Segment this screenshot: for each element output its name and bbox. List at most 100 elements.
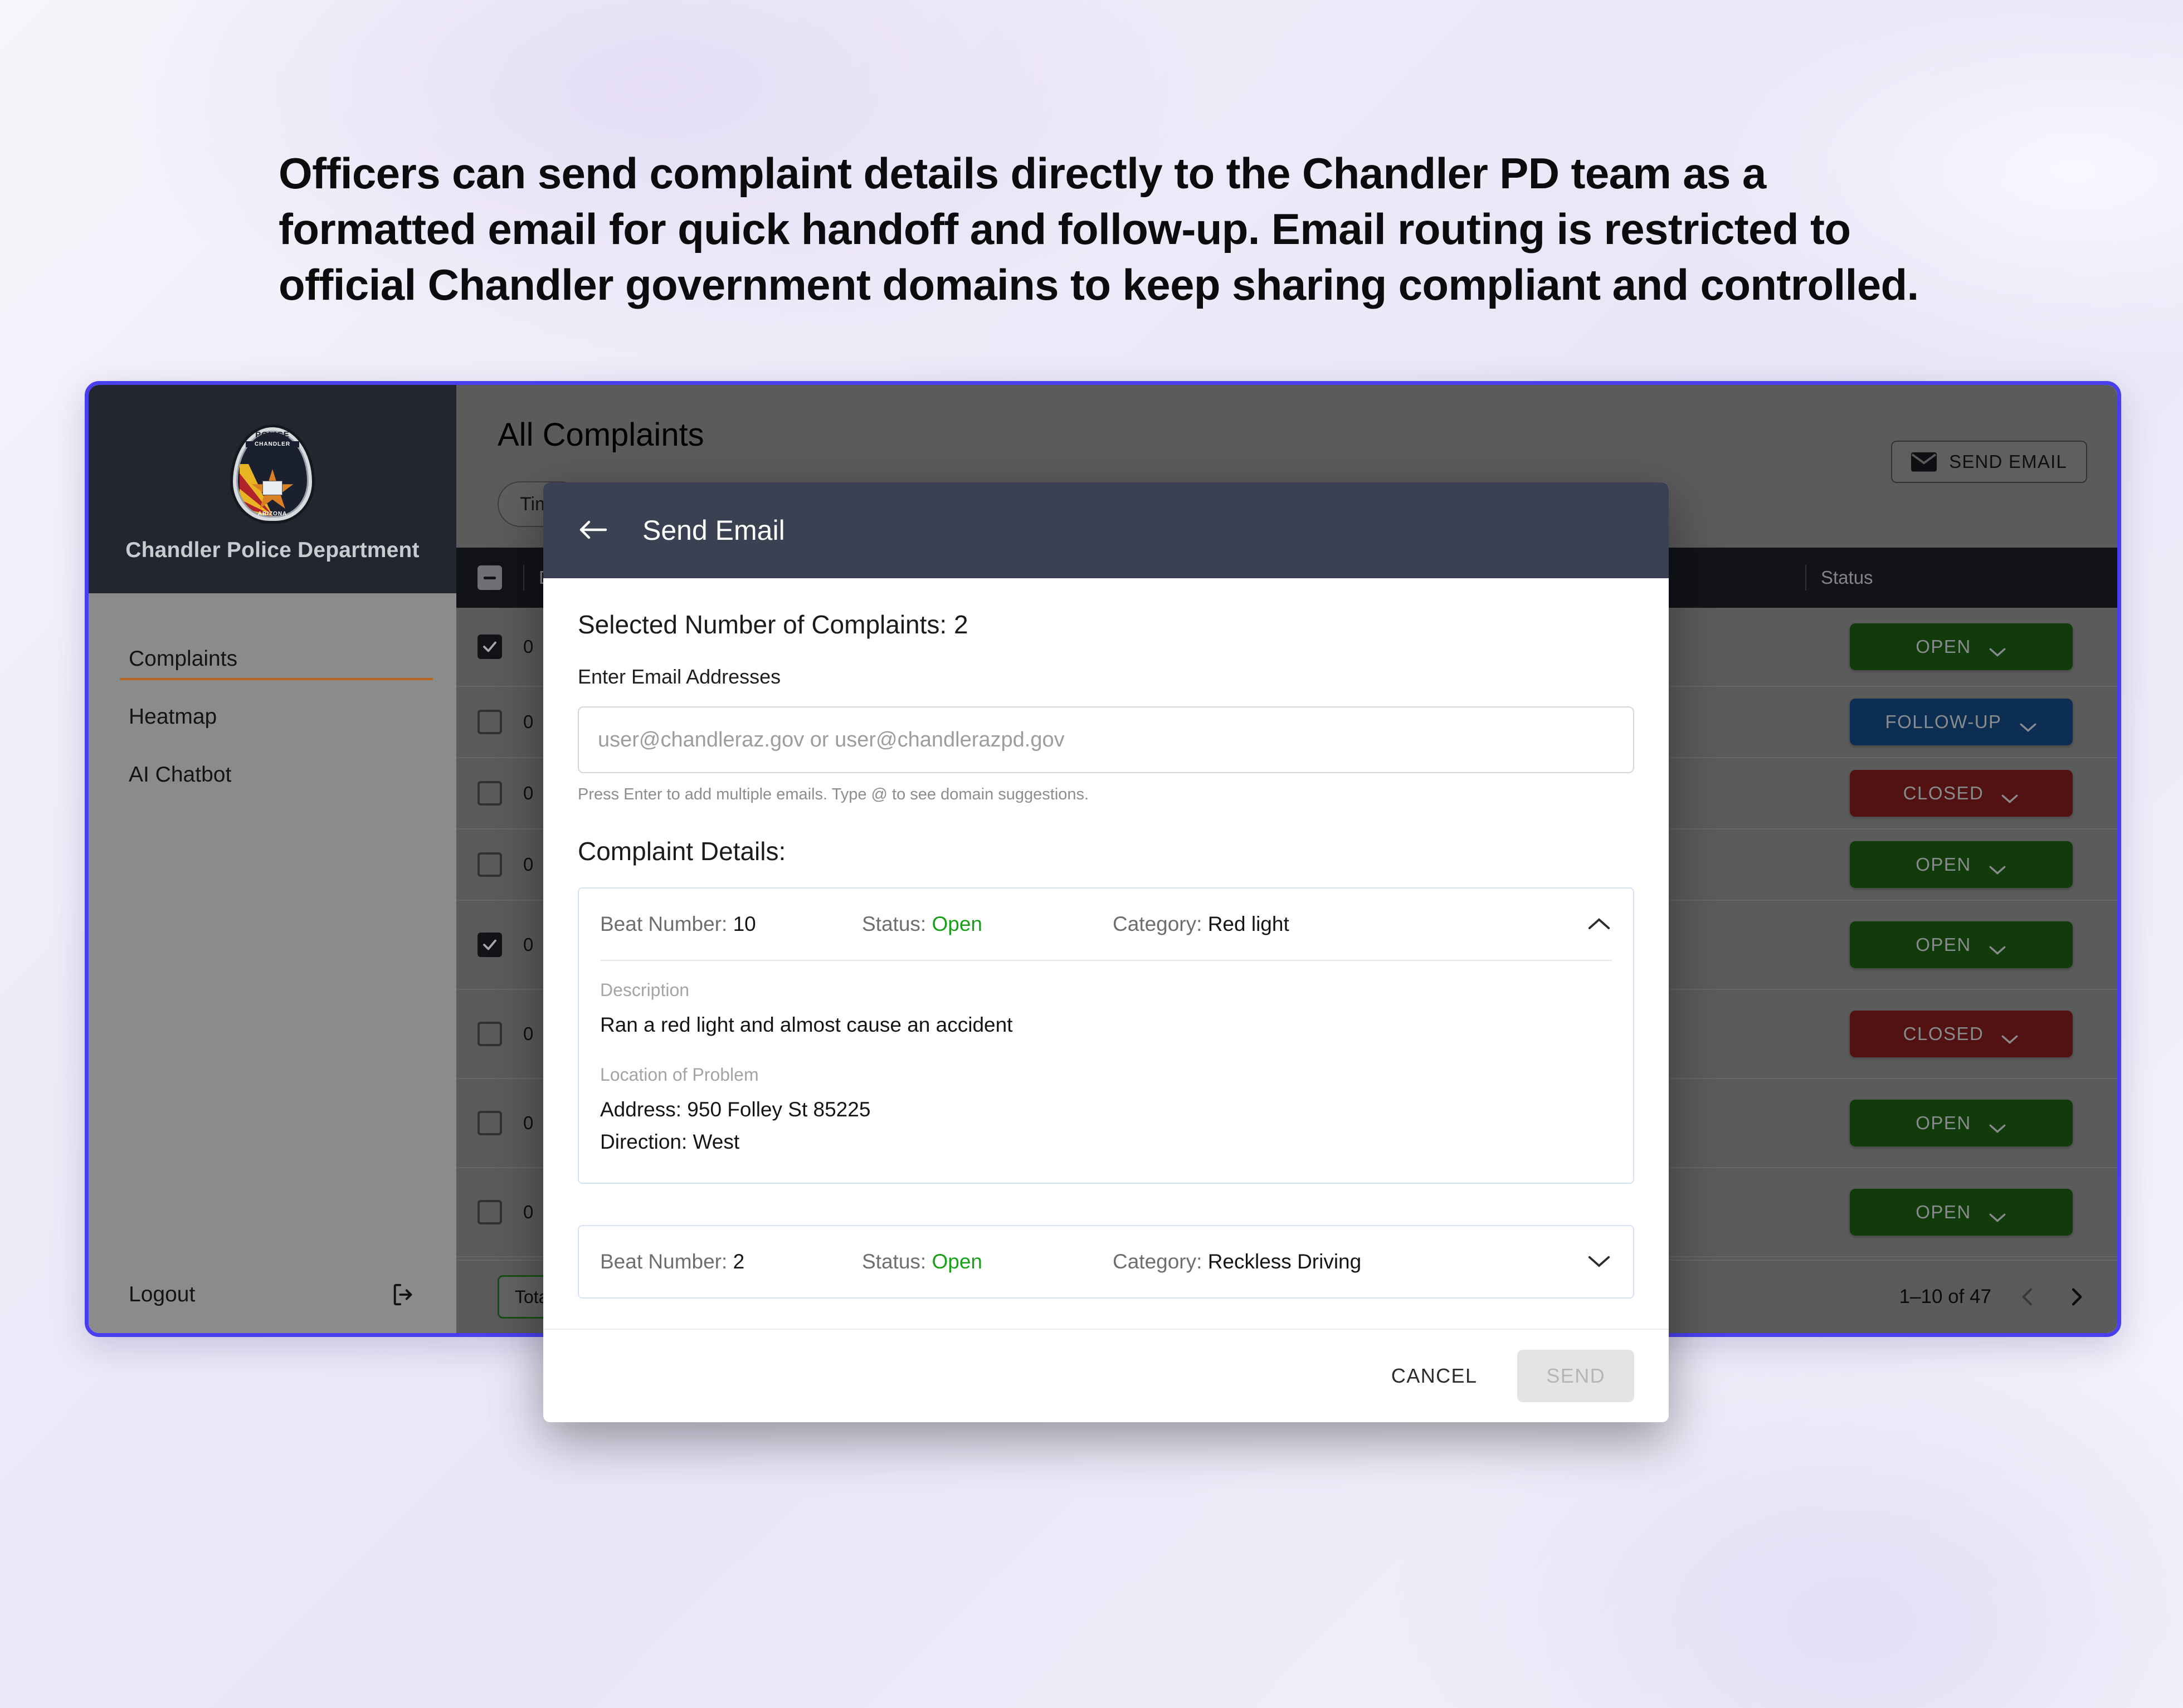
checkbox-checked-icon <box>477 635 502 659</box>
status-badge-label: OPEN <box>1916 854 1971 875</box>
row-status[interactable]: OPEN <box>1805 1189 2117 1236</box>
column-header-status-label: Status <box>1821 567 1873 588</box>
chevron-down-icon <box>1988 859 2007 875</box>
checkbox-unchecked-icon <box>477 710 502 734</box>
badge-middle-text: CHANDLER <box>246 441 299 447</box>
description-value: Ran a red light and almost cause an acci… <box>600 1013 1013 1036</box>
status-value: Open <box>932 1250 982 1273</box>
badge-bottom-text: ARIZONA <box>257 511 288 517</box>
modal-footer: CANCEL SEND <box>543 1328 1669 1422</box>
status-badge-closed[interactable]: CLOSED <box>1850 1011 2073 1057</box>
cancel-button[interactable]: CANCEL <box>1381 1351 1487 1401</box>
row-status[interactable]: OPEN <box>1805 623 2117 670</box>
sidebar-item-label: Heatmap <box>129 705 217 729</box>
status-badge-open[interactable]: OPEN <box>1850 623 2073 670</box>
checkbox-unchecked-icon <box>477 1022 502 1046</box>
table-body: 0 OPEN 0 high speed and did not give FOL… <box>456 608 2117 1260</box>
row-checkbox[interactable] <box>456 635 523 659</box>
row-checkbox[interactable] <box>456 1111 523 1135</box>
police-badge-icon: POLICE CHANDLER ARIZONA <box>230 424 315 524</box>
send-email-button[interactable]: SEND EMAIL <box>1891 441 2087 483</box>
row-date: 0 <box>523 783 534 803</box>
row-checkbox[interactable] <box>456 852 523 877</box>
modal-body: Selected Number of Complaints: 2 Enter E… <box>543 578 1669 1299</box>
status-badge-label: CLOSED <box>1903 1023 1984 1044</box>
chevron-up-icon[interactable] <box>1586 916 1612 932</box>
logout-button[interactable]: Logout <box>89 1282 456 1333</box>
row-status[interactable]: OPEN <box>1805 1100 2117 1146</box>
status-badge-follow-up[interactable]: FOLLOW-UP <box>1850 699 2073 745</box>
status-badge-open[interactable]: OPEN <box>1850 841 2073 888</box>
main-header: All Complaints Time SEND EMAIL <box>456 385 2117 548</box>
complaint-card-header[interactable]: Beat Number: 2 Status: Open Category: Re… <box>579 1226 1633 1297</box>
back-arrow-icon[interactable] <box>578 519 609 542</box>
category-label: Category: <box>1113 912 1202 935</box>
status-badge-label: CLOSED <box>1903 783 1984 803</box>
logout-icon <box>391 1282 416 1307</box>
sidebar-item-heatmap[interactable]: Heatmap <box>89 688 456 746</box>
select-all-checkbox[interactable] <box>456 565 523 590</box>
sidebar-item-complaints[interactable]: Complaints <box>89 630 456 688</box>
row-checkbox[interactable] <box>456 781 523 806</box>
direction-value: Direction: West <box>600 1130 740 1154</box>
row-date: 0 <box>523 1112 534 1133</box>
send-button[interactable]: SEND <box>1517 1349 1634 1402</box>
sidebar-item-label: AI Chatbot <box>129 763 232 787</box>
status-badge-open[interactable]: OPEN <box>1850 921 2073 968</box>
row-status[interactable]: OPEN <box>1805 841 2117 888</box>
row-checkbox[interactable] <box>456 1200 523 1224</box>
beat-number-label: Beat Number: <box>600 912 728 935</box>
complaint-category: Category: Red light <box>1113 912 1586 936</box>
status-badge-open[interactable]: OPEN <box>1850 1100 2073 1146</box>
category-value: Reckless Driving <box>1207 1250 1362 1273</box>
status-badge-label: OPEN <box>1916 1202 1971 1222</box>
next-page-icon[interactable] <box>2065 1286 2087 1308</box>
complaint-status: Status: Open <box>862 1250 1113 1273</box>
row-checkbox[interactable] <box>456 710 523 734</box>
complaint-card-body: Description Ran a red light and almost c… <box>579 961 1633 1183</box>
row-status[interactable]: FOLLOW-UP <box>1805 699 2117 745</box>
row-date: 0 <box>523 934 534 955</box>
status-value: Open <box>932 912 982 935</box>
complaint-beat: Beat Number: 10 <box>600 912 862 936</box>
send-email-modal: Send Email Selected Number of Complaints… <box>543 482 1669 1422</box>
checkbox-unchecked-icon <box>477 1200 502 1224</box>
row-checkbox[interactable] <box>456 933 523 957</box>
checkbox-checked-icon <box>477 933 502 957</box>
card-divider <box>600 960 1612 961</box>
complaint-card: Beat Number: 10 Status: Open Category: R… <box>578 887 1634 1184</box>
sidebar-item-ai-chatbot[interactable]: AI Chatbot <box>89 746 456 804</box>
column-header-status[interactable]: Status <box>1805 565 2117 591</box>
row-date: 0 <box>523 854 534 875</box>
selected-complaints-count: Selected Number of Complaints: 2 <box>578 610 968 639</box>
mail-icon <box>1911 452 1937 472</box>
row-status[interactable]: OPEN <box>1805 921 2117 968</box>
chevron-down-icon <box>1988 1117 2007 1134</box>
chevron-down-icon <box>1988 1207 2007 1223</box>
pagination-range: 1–10 of 47 <box>1899 1286 1991 1307</box>
row-date: 0 <box>523 1023 534 1044</box>
row-status[interactable]: CLOSED <box>1805 770 2117 817</box>
status-label: Status: <box>862 1250 927 1273</box>
checkbox-unchecked-icon <box>477 852 502 877</box>
sidebar-nav: Complaints Heatmap AI Chatbot <box>89 593 456 1282</box>
email-input[interactable]: user@chandleraz.gov or user@chandlerazpd… <box>578 706 1634 773</box>
chevron-down-icon[interactable] <box>1586 1254 1612 1270</box>
modal-title: Send Email <box>642 515 785 546</box>
chevron-down-icon <box>1988 939 2007 955</box>
complaint-card-header[interactable]: Beat Number: 10 Status: Open Category: R… <box>579 889 1633 960</box>
category-value: Red light <box>1207 912 1289 935</box>
status-badge-label: OPEN <box>1916 636 1971 657</box>
status-badge-open[interactable]: OPEN <box>1850 1189 2073 1236</box>
chevron-down-icon <box>2019 716 2038 733</box>
checkbox-unchecked-icon <box>477 781 502 806</box>
pagination: 1–10 of 47 <box>1899 1286 2087 1308</box>
category-label: Category: <box>1113 1250 1202 1273</box>
location-label: Location of Problem <box>600 1064 759 1085</box>
row-checkbox[interactable] <box>456 1022 523 1046</box>
checkbox-indeterminate-icon <box>477 565 502 590</box>
chevron-down-icon <box>2000 1028 2019 1045</box>
status-badge-closed[interactable]: CLOSED <box>1850 770 2073 817</box>
row-status[interactable]: CLOSED <box>1805 1011 2117 1057</box>
previous-page-icon[interactable] <box>2017 1286 2039 1308</box>
